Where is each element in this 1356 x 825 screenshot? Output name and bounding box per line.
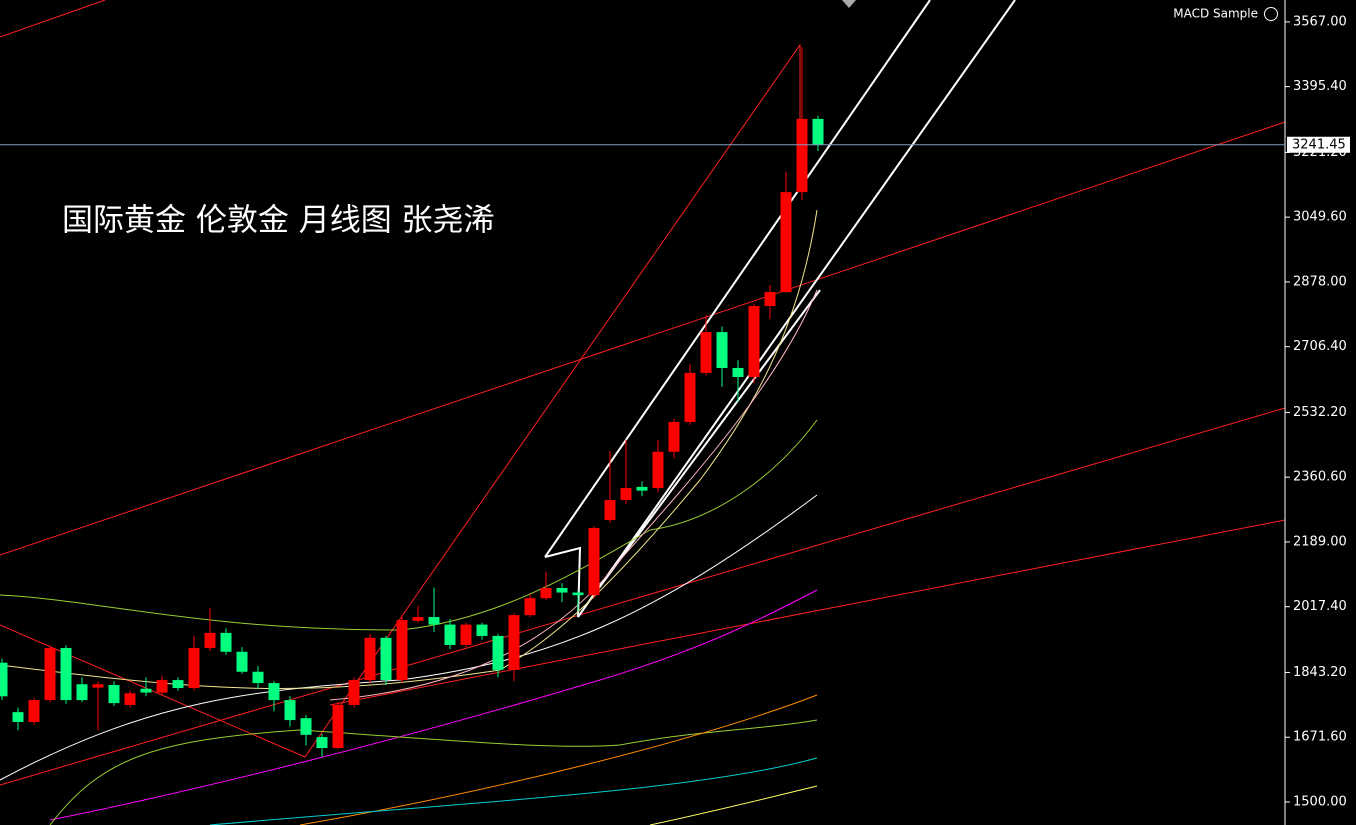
moving-average — [649, 785, 818, 825]
y-tick-label: 3567.00 — [1293, 14, 1347, 29]
moving-average — [49, 719, 818, 825]
candle-body — [348, 680, 360, 705]
candle-body — [508, 615, 520, 670]
moving-average — [329, 289, 818, 701]
candle-body — [28, 700, 40, 722]
candle-body — [140, 688, 152, 693]
candle-body — [812, 118, 824, 145]
candle-body — [76, 684, 88, 701]
channel-line — [577, 0, 1016, 618]
annotation: 国际黄金 伦敦金 月线图 张尧浠 — [62, 203, 495, 239]
candle-body — [668, 421, 680, 452]
candle-body — [92, 684, 104, 688]
candle-body — [732, 367, 744, 378]
candle-body — [604, 500, 616, 521]
candle-body — [188, 647, 200, 689]
candle-body — [268, 683, 280, 701]
indicator-label: MACD Sample — [1173, 7, 1258, 21]
candle-body — [396, 620, 408, 681]
candle-body — [716, 332, 728, 368]
candle-body — [220, 632, 232, 652]
trend-line — [329, 519, 1286, 706]
candle-body — [460, 624, 472, 645]
drawings — [0, 0, 1286, 825]
trend-line — [0, 121, 1286, 556]
marker — [842, 0, 856, 8]
candle-body — [700, 332, 712, 373]
candle-body — [236, 651, 248, 672]
candle-body — [588, 527, 600, 596]
candle-body — [524, 598, 536, 616]
y-tick-label: 2706.40 — [1293, 339, 1347, 354]
candle-body — [300, 718, 312, 735]
candle-body — [44, 647, 56, 701]
y-tick-label: 2878.00 — [1293, 274, 1347, 289]
candle-body — [204, 632, 216, 648]
channel-line — [589, 289, 821, 601]
candle-body — [652, 451, 664, 488]
candle-body — [364, 637, 376, 681]
candle-body — [172, 680, 184, 689]
candle-body — [12, 712, 24, 722]
price-label-box — [1287, 136, 1350, 153]
trend-line — [0, 0, 106, 38]
candle-body — [0, 662, 8, 697]
price-label: 3241.45 — [1292, 137, 1346, 152]
trend-line — [0, 407, 1286, 786]
candle-body — [556, 587, 568, 593]
y-tick-label: 3395.40 — [1293, 79, 1347, 94]
indicator-icon — [1264, 7, 1278, 21]
candle-body — [124, 693, 136, 705]
candle-body — [796, 118, 808, 193]
candle-body — [748, 306, 760, 378]
candle-body — [284, 700, 296, 721]
trend-line — [0, 43, 801, 758]
y-tick-label: 1843.20 — [1293, 665, 1347, 680]
moving-average — [49, 589, 818, 821]
candle-body — [572, 592, 584, 596]
candle-body — [108, 684, 120, 704]
candle-body — [476, 624, 488, 636]
channel-line — [544, 0, 931, 558]
moving-average — [209, 757, 818, 825]
moving-average — [299, 694, 818, 825]
candle-body — [252, 671, 264, 684]
candle-body — [156, 680, 168, 693]
candle-body — [332, 704, 344, 749]
y-tick-label: 2017.40 — [1293, 599, 1347, 614]
moving-average — [0, 419, 818, 631]
candle-body — [444, 624, 456, 645]
candle-body — [684, 372, 696, 422]
candle-body — [380, 637, 392, 681]
y-tick-label: 1671.60 — [1293, 730, 1347, 745]
y-tick-label: 2360.60 — [1293, 470, 1347, 485]
candle-body — [764, 292, 776, 307]
y-tick-label: 1500.00 — [1293, 794, 1347, 809]
y-tick-label: 2189.00 — [1293, 534, 1347, 549]
candle-body — [636, 486, 648, 491]
candle-body — [412, 617, 424, 621]
candle-body — [60, 647, 72, 701]
y-tick-label: 2532.20 — [1293, 405, 1347, 420]
y-tick-label: 3049.60 — [1293, 210, 1347, 225]
candle-body — [620, 487, 632, 501]
moving-average — [0, 209, 818, 690]
candle-body — [492, 635, 504, 670]
candle-body — [780, 192, 792, 293]
candle-body — [428, 617, 440, 625]
candle-body — [316, 737, 328, 749]
candle-body — [540, 587, 552, 599]
